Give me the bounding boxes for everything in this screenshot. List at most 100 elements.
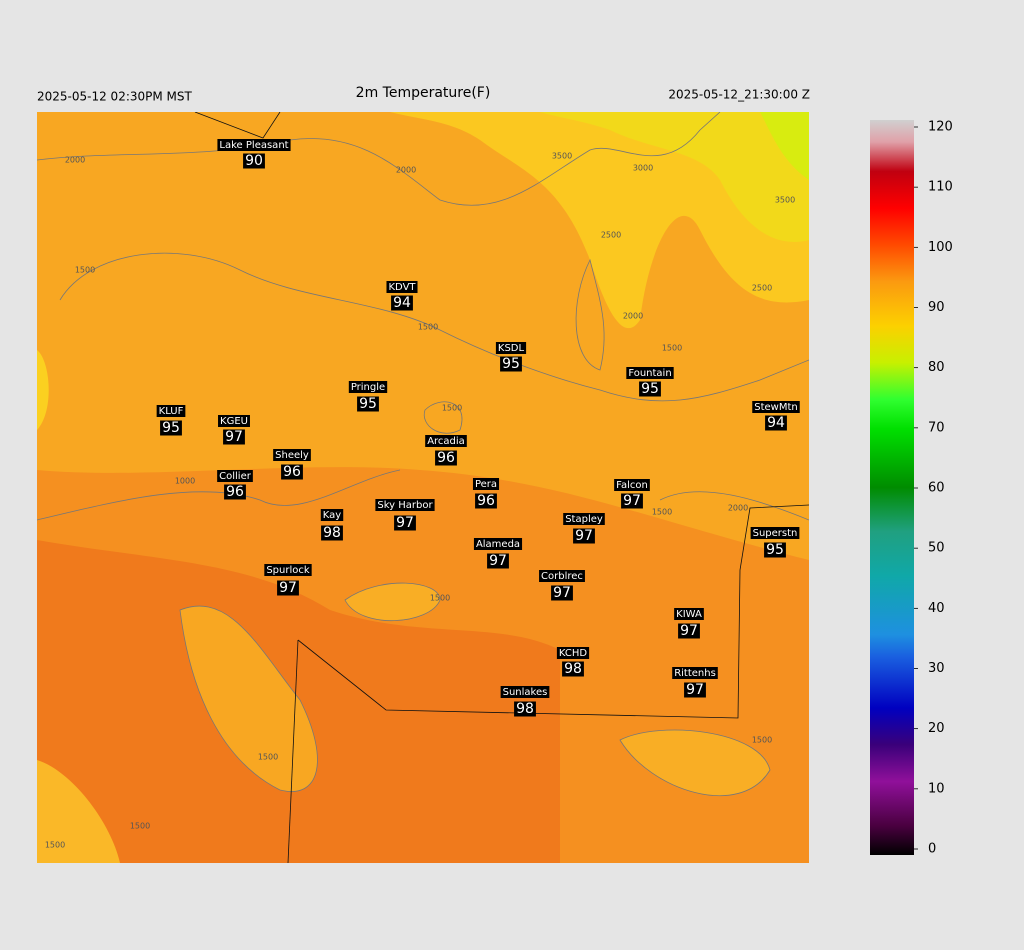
- label-box: [514, 701, 536, 717]
- station: Superstn 95: [750, 527, 800, 558]
- station: Pringle 95: [348, 381, 388, 412]
- station: KGEU 97: [218, 415, 250, 445]
- station: KIWA 97: [674, 608, 704, 639]
- station: Spurlock 97: [264, 564, 312, 596]
- label-box: [435, 450, 457, 466]
- label-box: [563, 513, 605, 525]
- contour-label: 1500: [442, 404, 462, 413]
- label-box: [500, 686, 550, 698]
- contour-label: 1500: [662, 344, 682, 353]
- contour-label: 2000: [396, 166, 416, 175]
- contour-label: 2500: [601, 231, 621, 240]
- label-box: [391, 295, 413, 311]
- station: Pera 96: [472, 478, 500, 509]
- station-value: 97: [575, 528, 593, 544]
- label-box: [750, 527, 800, 539]
- station: Sky Harbor 97: [375, 499, 435, 531]
- station-value: 97: [553, 585, 571, 601]
- label-box: [495, 342, 527, 354]
- station: Fountain 95: [626, 367, 674, 397]
- colorbar-ticks: 0 10 20 30 40 50 60 70 80 90 100 110 120: [914, 120, 953, 857]
- colorbar-tick-label: 40: [928, 601, 945, 616]
- station: Alameda 97: [473, 538, 523, 569]
- label-box: [277, 580, 299, 596]
- colorbar-tick-label: 90: [928, 300, 945, 315]
- contour-label: 1500: [430, 594, 450, 603]
- colorbar-tick-label: 20: [928, 721, 945, 736]
- label-box: [348, 381, 388, 393]
- station-name: StewMtn: [754, 402, 798, 413]
- station-value: 96: [477, 493, 495, 509]
- station: StewMtn 94: [752, 401, 800, 431]
- label-box: [224, 484, 246, 500]
- station-name: Sheely: [275, 450, 309, 461]
- station-value: 97: [225, 429, 243, 445]
- station-name: Sky Harbor: [377, 500, 433, 511]
- station-value: 95: [359, 396, 377, 412]
- station-name: Falcon: [616, 480, 648, 491]
- station-value: 94: [767, 415, 785, 431]
- station-name: Arcadia: [427, 436, 465, 447]
- label-box: [425, 435, 467, 447]
- station-value: 97: [686, 682, 704, 698]
- station: Stapley 97: [563, 513, 605, 544]
- station: Kay 98: [320, 509, 344, 541]
- station-value: 96: [226, 484, 244, 500]
- contour-label: 3500: [552, 152, 572, 161]
- station-name: Stapley: [565, 514, 603, 525]
- label-box: [562, 661, 584, 677]
- colorbar-tick-label: 100: [928, 240, 953, 255]
- station-name: KIWA: [676, 609, 702, 620]
- label-box: [556, 647, 590, 659]
- label-box: [273, 449, 311, 461]
- colorbar-tick-label: 50: [928, 541, 945, 556]
- station: KSDL 95: [495, 342, 527, 372]
- label-box: [621, 493, 643, 509]
- station-value: 97: [623, 493, 641, 509]
- station-name: Rittenhs: [674, 668, 716, 679]
- colorbar-tick-label: 30: [928, 661, 945, 676]
- station-value: 97: [279, 580, 297, 596]
- label-box: [639, 381, 661, 397]
- station: Collier 96: [217, 470, 253, 500]
- label-box: [223, 429, 245, 445]
- label-box: [573, 528, 595, 544]
- station-value: 95: [641, 381, 659, 397]
- station-name: Spurlock: [266, 565, 310, 576]
- label-box: [626, 367, 674, 379]
- label-box: [394, 515, 416, 531]
- station-value: 96: [437, 450, 455, 466]
- contour-label: 1500: [45, 841, 65, 850]
- contour-label: 1000: [175, 477, 195, 486]
- label-box: [475, 493, 497, 509]
- colorbar-tick-label: 70: [928, 420, 945, 435]
- station-name: Corblrec: [541, 571, 583, 582]
- valid-time-local: 2025-05-12 02:30PM MST: [37, 90, 193, 104]
- label-box: [674, 608, 704, 620]
- label-box: [321, 525, 343, 541]
- station-value: 97: [489, 553, 507, 569]
- station-name: Sunlakes: [503, 687, 548, 698]
- contour-label: 2000: [65, 156, 85, 165]
- label-box: [752, 401, 800, 413]
- label-box: [472, 478, 500, 490]
- station-value: 94: [393, 295, 411, 311]
- contour-labels: 2000 2000 3500 3000 2500 3500 2500 2000 1500 1500…: [45, 152, 795, 850]
- contour-label: 2500: [752, 284, 772, 293]
- station-value: 97: [396, 515, 414, 531]
- valid-time-utc: 2025-05-12_21:30:00 Z: [668, 88, 810, 102]
- label-box: [765, 415, 787, 431]
- colorbar-tick-label: 0: [928, 842, 936, 857]
- station: Falcon 97: [614, 479, 650, 509]
- contour-label: 3500: [775, 196, 795, 205]
- label-box: [614, 479, 650, 491]
- label-box: [243, 153, 265, 169]
- station-name: KGEU: [220, 416, 248, 427]
- label-box: [551, 585, 573, 601]
- contour-label: 1500: [258, 753, 278, 762]
- station: Arcadia 96: [425, 435, 467, 466]
- station-name: Alameda: [476, 539, 520, 550]
- contour-label: 1500: [130, 822, 150, 831]
- station: Rittenhs 97: [672, 667, 718, 698]
- contour-label: 1500: [652, 508, 672, 517]
